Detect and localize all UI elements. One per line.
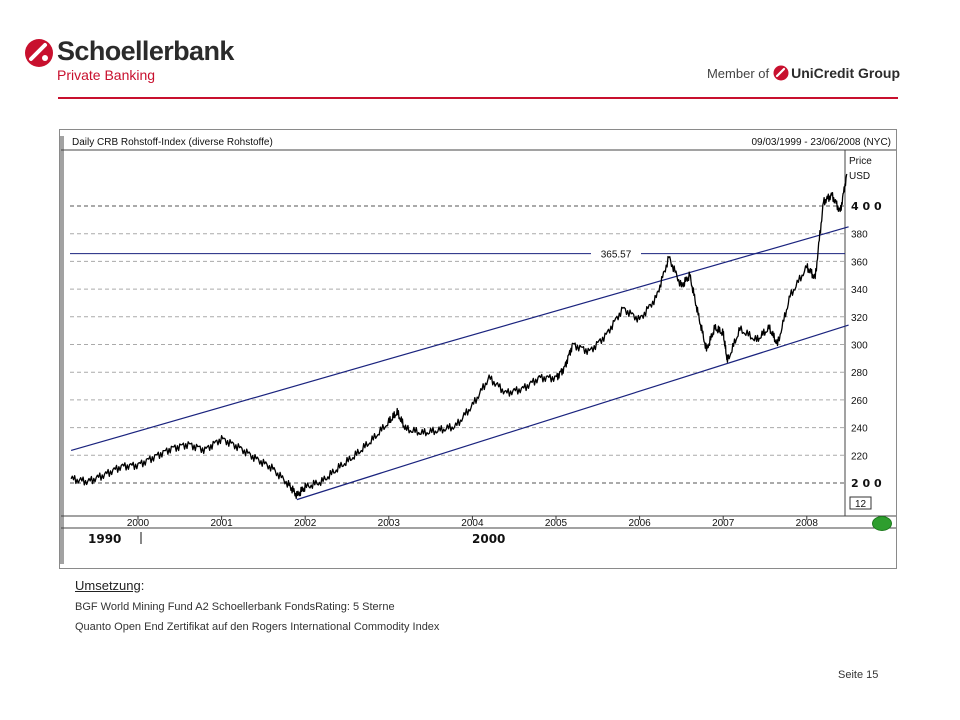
member-brand: UniCredit Group (791, 65, 900, 81)
x-tick-label: 2008 (796, 518, 819, 529)
y-tick-label: 4 0 0 (851, 200, 882, 213)
x-tick-label: 2004 (461, 518, 484, 529)
y-tick-label: 380 (851, 230, 868, 241)
trend-line-upper (70, 226, 849, 452)
decade-label-2000: 2000 (472, 532, 505, 546)
decade-label-1990: 1990 (88, 532, 121, 546)
x-tick-label: 2000 (127, 518, 150, 529)
section-title-suffix: : (140, 578, 145, 593)
section-heading: Umsetzung: (75, 577, 775, 595)
chart-panel: Daily CRB Rohstoff-Index (diverse Rohsto… (59, 129, 897, 569)
page-header: Schoellerbank Private Banking Member of … (0, 0, 960, 100)
implementation-section: Umsetzung: BGF World Mining Fund A2 Scho… (75, 577, 775, 635)
grid-lines (70, 205, 845, 484)
brand-name: Schoellerbank (57, 36, 234, 66)
member-of-badge: Member of UniCredit Group (707, 63, 900, 83)
x-tick-label: 2007 (712, 518, 735, 529)
currency-label: USD (849, 171, 870, 182)
list-item: Quanto Open End Zertifikat auf den Roger… (75, 621, 440, 633)
header-divider (58, 97, 898, 99)
x-tick-label: 2002 (294, 518, 317, 529)
marker-box (849, 496, 872, 510)
schoellerbank-logo[interactable]: Schoellerbank Private Banking (24, 36, 264, 88)
marker-value-label: 365.57 (601, 250, 632, 261)
y-tick-label: 320 (851, 313, 868, 324)
marker-box-label: 12 (855, 499, 867, 510)
y-tick-labels: 2 0 0 220 240 260 280 300 320 340 360 380 4 0 0 (851, 200, 882, 490)
price-label: Price (849, 156, 872, 167)
crb-index-chart: Daily CRB Rohstoff-Index (diverse Rohsto… (60, 136, 896, 564)
x-tick-label: 2005 (545, 518, 568, 529)
y-tick-label: 360 (851, 257, 868, 268)
y-tick-label: 2 0 0 (851, 477, 882, 490)
schoellerbank-logo-icon (25, 39, 53, 67)
y-tick-label: 280 (851, 368, 868, 379)
status-dot-icon (872, 516, 892, 531)
page-number: Seite 15 (838, 669, 879, 681)
section-title: Umsetzung (75, 578, 141, 593)
brand-subtitle: Private Banking (57, 67, 156, 83)
unicredit-logo-icon (773, 65, 789, 81)
trend-line-lower (296, 324, 849, 501)
y-tick-label: 300 (851, 341, 868, 352)
trend-channel (70, 226, 849, 501)
y-tick-label: 260 (851, 396, 868, 407)
chart-title: Daily CRB Rohstoff-Index (diverse Rohsto… (72, 137, 273, 148)
x-tick-label: 2006 (628, 518, 651, 529)
price-series-line (70, 173, 848, 500)
x-tick-label: 2001 (210, 518, 233, 529)
member-prefix: Member of (706, 65, 770, 81)
list-item: BGF World Mining Fund A2 Schoellerbank F… (75, 601, 395, 613)
x-tick-label: 2003 (378, 518, 401, 529)
marker-label-bg (591, 247, 641, 259)
y-tick-label: 240 (851, 424, 868, 435)
x-tick-labels: 2000 2001 2002 2003 2004 2005 2006 2007 2008 (127, 516, 818, 529)
y-tick-label: 220 (851, 451, 868, 462)
chart-date-range: 09/03/1999 - 23/06/2008 (NYC) (751, 137, 891, 148)
y-tick-label: 340 (851, 285, 868, 296)
